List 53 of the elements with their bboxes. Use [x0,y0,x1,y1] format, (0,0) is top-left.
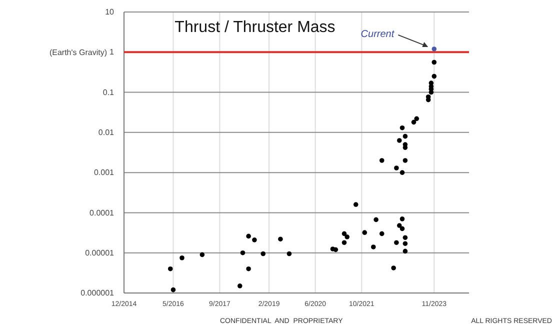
point [402,134,408,139]
point [432,74,437,79]
point [391,266,396,270]
point [379,158,384,163]
ref-line-label: (Earth's Gravity) [49,48,108,58]
point [252,238,257,242]
point [402,241,408,246]
y-tick-label: 0.01 [98,128,115,137]
point [180,255,184,260]
y-tick-label: 0.000001 [80,288,115,298]
point [344,234,350,240]
point [394,166,399,170]
point [374,217,378,222]
point [411,120,416,125]
point [200,252,205,258]
point [400,125,405,130]
point [402,235,408,240]
point [428,80,434,86]
point [362,230,368,235]
y-tick-label: 0.1 [102,88,115,97]
point [414,116,420,122]
point [342,231,347,236]
y-tick-label: 0.0001 [90,208,115,218]
point [432,46,437,52]
point [246,234,251,239]
point [170,287,176,292]
point [168,266,173,272]
annotation: Current [360,28,396,40]
point [402,158,408,163]
point [260,251,266,256]
point [402,248,408,254]
y-tick-label: 1 [110,48,115,57]
point [353,202,358,207]
y-tick-label: 0.00001 [85,248,115,258]
point [246,266,251,272]
point [432,60,437,65]
y-tick-label: 10 [105,8,115,17]
point [396,138,402,143]
point [371,244,376,250]
point [333,247,338,252]
point [400,170,405,175]
point [400,216,405,222]
point [342,240,347,245]
point [237,284,242,288]
point [396,223,402,228]
point [278,236,283,242]
point [400,226,405,232]
y-tick-label: 0.001 [94,168,115,178]
point [286,251,292,256]
chart-title: Thrust / Thruster Mass [174,19,336,36]
point [240,250,246,256]
point [394,240,399,245]
point [379,231,384,236]
